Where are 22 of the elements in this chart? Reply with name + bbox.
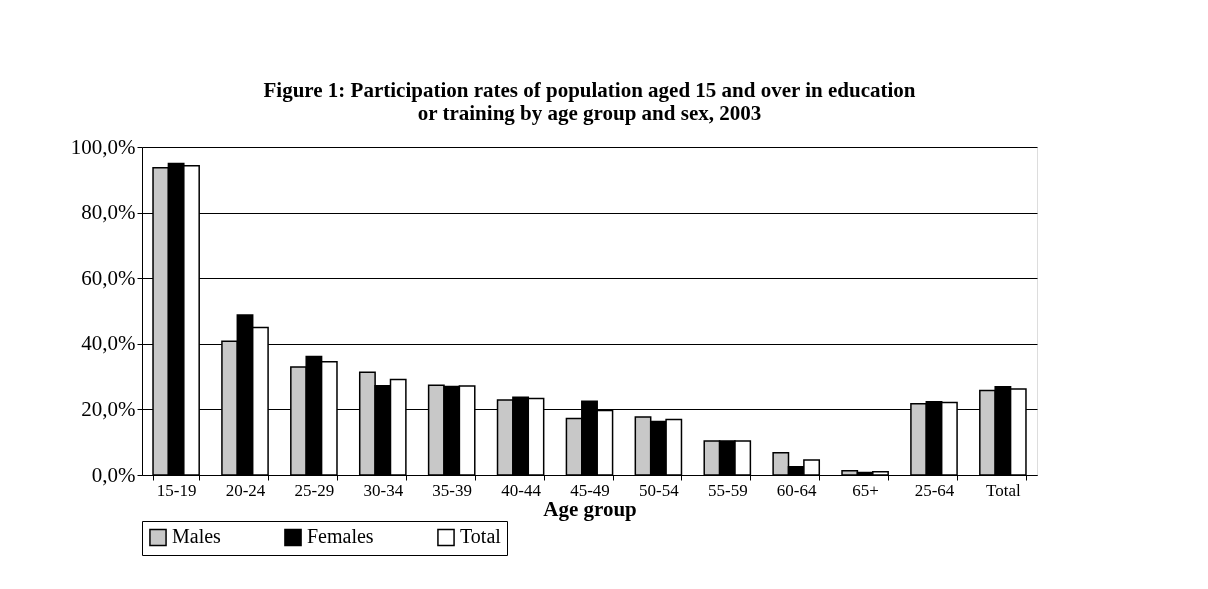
chart-title: Figure 1: Participation rates of population aged 15 and over in education or training by age group and sex, 2003 (263, 78, 916, 125)
legend-label: Males (172, 525, 222, 548)
y-tick-label: 0,0% (91, 462, 136, 487)
legend-label: Total (460, 525, 502, 548)
x-tick-label: 40-44 (501, 480, 542, 500)
x-tick-label: Total (986, 480, 1022, 500)
x-tick-label: 35-39 (432, 480, 473, 500)
y-tick-label: 80,0% (81, 200, 136, 225)
x-tick-label: 15-19 (156, 480, 197, 500)
y-tick-label: 60,0% (81, 265, 136, 290)
x-tick-label: 25-29 (294, 480, 335, 500)
x-tick-label: 65+ (852, 480, 879, 500)
x-tick-label: 20-24 (225, 480, 266, 500)
x-tick-label: 55-59 (707, 480, 748, 500)
x-tick-label: 60-64 (776, 480, 818, 500)
y-tick-label: 20,0% (81, 396, 136, 421)
y-tick-label: 100,0% (70, 134, 136, 159)
x-tick-label: 30-34 (363, 480, 404, 500)
x-tick-label: 25-64 (914, 480, 955, 500)
x-tick-label: 50-54 (639, 480, 680, 500)
y-tick-label: 40,0% (81, 331, 136, 356)
legend-label: Females (307, 525, 374, 548)
